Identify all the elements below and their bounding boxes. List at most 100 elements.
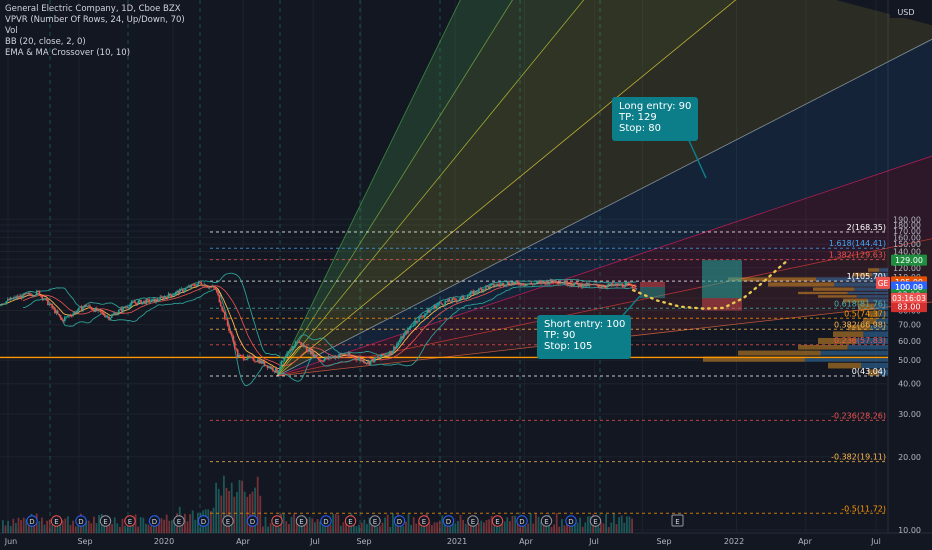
candle-body (355, 358, 358, 361)
candle-body (365, 362, 368, 364)
earnings-marker[interactable] (124, 515, 136, 527)
dividend-marker[interactable] (516, 515, 528, 527)
candle-body (400, 336, 402, 341)
earnings-marker[interactable] (99, 515, 112, 527)
dividend-marker[interactable] (320, 515, 332, 527)
volume-bar (308, 517, 311, 533)
volume-bar (522, 520, 524, 533)
volume-bar (368, 517, 371, 533)
candle-body (394, 346, 397, 349)
volume-bar (306, 518, 308, 533)
candle-body (407, 327, 409, 334)
earnings-marker[interactable] (491, 515, 504, 527)
earnings-marker[interactable] (589, 515, 602, 527)
candle-body (174, 292, 177, 295)
event-label: D (397, 518, 402, 526)
volume-bar (532, 523, 535, 533)
candle-body (272, 367, 274, 371)
candle-body (520, 283, 523, 286)
event-label: E (373, 518, 377, 526)
earnings-marker[interactable] (173, 515, 185, 527)
volume-bar (537, 516, 540, 533)
y-tick-label: 180.00 (893, 221, 921, 230)
earnings-marker[interactable] (295, 515, 308, 527)
volume-bar (477, 523, 480, 533)
dividend-marker[interactable] (565, 515, 577, 527)
candle-body (526, 283, 529, 286)
candle-body (466, 295, 469, 299)
earnings-marker[interactable] (418, 515, 430, 527)
volume-bar (610, 522, 613, 533)
dividend-marker[interactable] (26, 515, 38, 527)
candle-body (137, 301, 140, 305)
earnings-marker[interactable] (540, 515, 553, 527)
candle-body (362, 359, 365, 363)
candle-body (89, 305, 91, 308)
candle-body (211, 286, 214, 288)
dividend-marker[interactable] (442, 515, 455, 527)
candle-body (5, 301, 8, 304)
candle-body (393, 346, 395, 352)
candle-body (475, 290, 477, 293)
event-label: D (323, 518, 328, 526)
volume-bar (158, 520, 160, 533)
candle-body (113, 313, 116, 314)
candle-body (203, 284, 205, 287)
vpvr-down-row (834, 282, 888, 287)
dividend-marker[interactable] (75, 515, 87, 527)
earnings-marker[interactable] (369, 515, 381, 527)
legend-vol[interactable]: Vol (5, 26, 18, 36)
bb-upper (22, 272, 637, 359)
volume-bar (119, 526, 121, 533)
price-badge (891, 301, 927, 313)
volume-bar (142, 517, 145, 533)
earnings-marker[interactable] (467, 515, 479, 527)
volume-bar (9, 525, 12, 533)
candle-body (1, 303, 3, 305)
dividend-marker[interactable] (246, 515, 259, 527)
vpvr-up-row (868, 311, 879, 317)
vpvr-up-row (818, 295, 857, 298)
earnings-marker[interactable] (271, 515, 283, 527)
legend-vpvr[interactable]: VPVR (Number Of Rows, 24, Up/Down, 70) (5, 15, 185, 25)
candle-body (405, 331, 408, 334)
candle-body (388, 351, 391, 356)
candle-body (222, 310, 225, 312)
symbol-title[interactable]: General Electric Company, 1D, Cboe BZX (5, 4, 181, 14)
volume-bar (25, 519, 28, 533)
volume-bar (194, 519, 197, 533)
volume-bar (285, 521, 288, 533)
candle-body (522, 283, 524, 286)
candle-body (191, 284, 194, 286)
candle-body (431, 308, 434, 310)
volume-bar (558, 526, 561, 533)
candle-body (537, 281, 540, 283)
earnings-marker[interactable] (344, 515, 357, 527)
candle-body (316, 357, 319, 359)
candle-body (52, 307, 55, 309)
candle-body (480, 288, 483, 292)
countdown-label: 03:16:03 (892, 294, 926, 303)
earnings-marker[interactable] (50, 515, 63, 527)
dividend-marker[interactable] (148, 515, 161, 527)
dividend-marker[interactable] (393, 515, 406, 527)
dividend-marker[interactable] (197, 515, 210, 527)
fib-label: 1.382(129.63) (829, 251, 886, 260)
candle-body (290, 349, 293, 351)
candle-body (415, 320, 418, 323)
candle-body (445, 301, 448, 303)
vpvr-down-row (804, 356, 888, 362)
legend-bb[interactable]: BB (20, close, 2, 0) (5, 37, 86, 47)
earnings-marker[interactable] (222, 515, 234, 527)
fib-label: 1(105.70) (847, 272, 886, 281)
candle-body (266, 365, 269, 368)
volume-bar (542, 525, 545, 533)
short-entry-callout[interactable]: Short entry: 100 TP: 90 Stop: 105 (537, 315, 631, 359)
volume-bar (483, 522, 485, 533)
volume-bar (12, 518, 15, 533)
legend-ema-ma[interactable]: EMA & MA Crossover (10, 10) (5, 48, 131, 58)
long-entry-callout[interactable]: Long entry: 90 TP: 129 Stop: 80 (612, 97, 698, 141)
event-label: E (177, 518, 181, 526)
